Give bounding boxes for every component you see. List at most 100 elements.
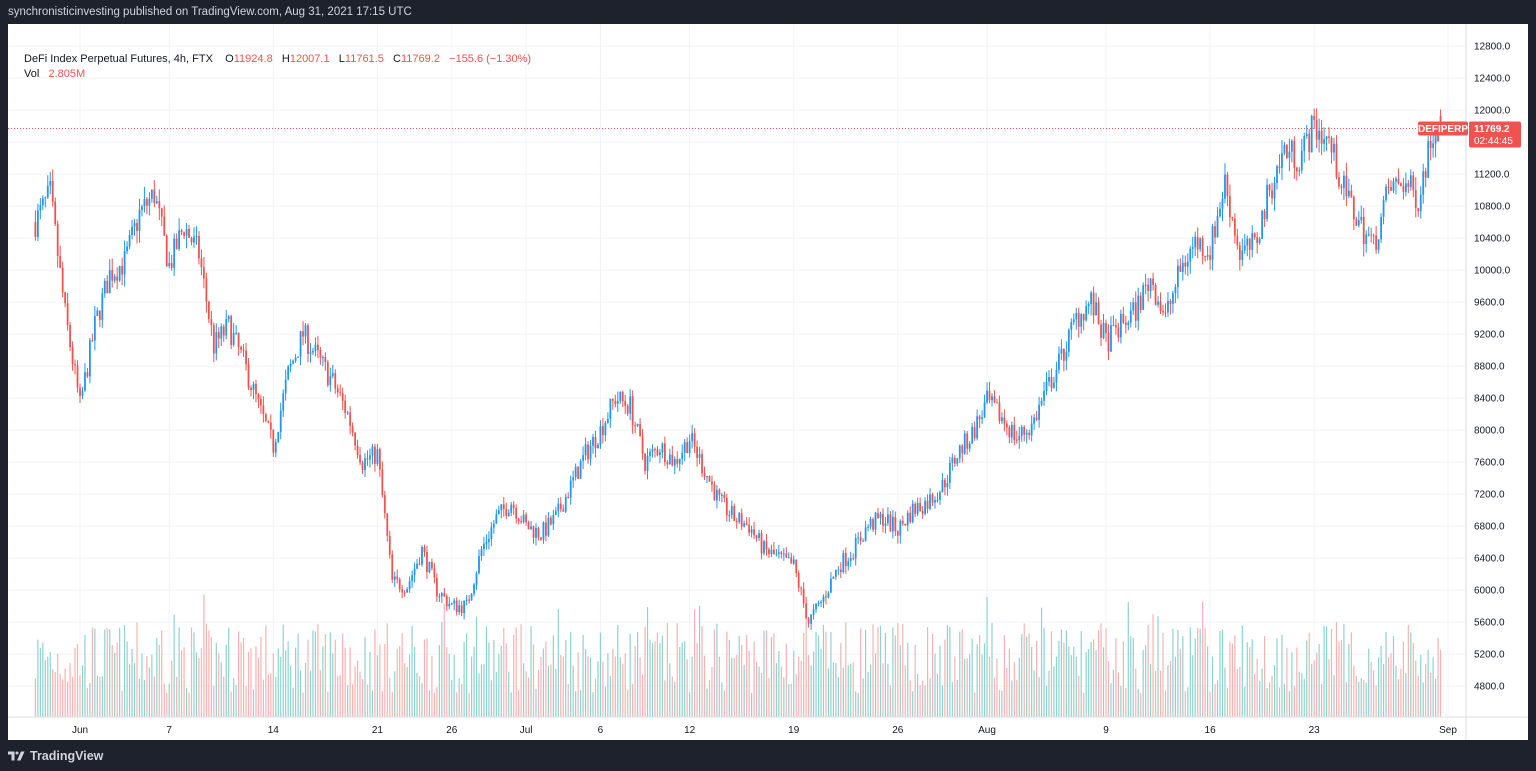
chart-canvas[interactable]: 4800.0 5200.0 5600.0 6000.0 6400.0 6800.0 7200…: [8, 24, 1528, 740]
legend-volume-label[interactable]: Vol: [24, 68, 40, 80]
candle-body: [183, 232, 185, 236]
volume-bar: [964, 659, 966, 717]
volume-bar: [721, 682, 723, 717]
candle-body: [188, 229, 190, 238]
volume-bar: [128, 664, 131, 717]
candle-body: [252, 383, 255, 390]
volume-bar: [1068, 646, 1070, 717]
candle-body: [361, 462, 364, 471]
candle-body: [1060, 349, 1063, 354]
volume-bar: [934, 653, 936, 717]
volume-bar: [654, 641, 656, 717]
volume-bar: [1157, 616, 1159, 717]
volume-bar: [1169, 660, 1172, 717]
volume-bar: [473, 646, 475, 717]
volume-bar: [428, 690, 431, 717]
volume-bar: [262, 679, 264, 717]
volume-bar: [1370, 661, 1372, 717]
volume-bar: [399, 646, 401, 717]
volume-bar: [418, 676, 421, 717]
volume-bar: [185, 687, 188, 717]
candle-body: [849, 558, 852, 561]
time-axis[interactable]: Jun 7 14 21 26 Jul 6 12 19 26 Aug 9 16 23 Sep: [72, 725, 1457, 736]
volume-bar: [1080, 630, 1082, 717]
volume-bar: [582, 634, 584, 717]
candle-body: [671, 454, 674, 466]
candle-body: [1028, 432, 1031, 436]
volume-bar: [1100, 623, 1102, 717]
volume-bar: [1226, 687, 1229, 717]
candle-body: [381, 469, 384, 496]
volume-bar: [287, 641, 289, 717]
candle-body: [1035, 417, 1038, 420]
candle-body: [1134, 302, 1137, 321]
candle-body: [443, 593, 446, 597]
volume-bar: [1417, 675, 1419, 717]
candle-body: [302, 331, 304, 337]
volume-bar: [1313, 660, 1315, 717]
volume-bar: [624, 653, 626, 717]
candle-body: [1412, 175, 1415, 191]
candle-body: [1283, 145, 1286, 154]
volume-bar: [726, 631, 728, 717]
chart-frame[interactable]: 4800.0 5200.0 5600.0 6000.0 6400.0 6800.0 7200…: [8, 24, 1528, 740]
candle-body: [131, 226, 133, 235]
candle-body: [1387, 186, 1390, 188]
candle-body: [844, 553, 847, 567]
candle-body: [39, 205, 42, 211]
price-tick-label: 4800.0: [1474, 682, 1505, 693]
candle-body: [1209, 255, 1211, 260]
volume-bar: [1365, 682, 1367, 717]
volume-bar: [1293, 686, 1295, 717]
volume-bar: [121, 690, 123, 717]
candle-body: [1080, 314, 1083, 327]
volume-bar: [1400, 668, 1402, 717]
candle-body: [225, 318, 228, 336]
candle-body: [160, 208, 163, 217]
volume-bar: [708, 680, 711, 717]
candle-body: [440, 593, 443, 597]
candle-body: [366, 458, 369, 460]
volume-bar: [728, 640, 730, 717]
volume-bar: [1241, 625, 1243, 717]
volume-bar: [515, 627, 517, 717]
candle-body: [190, 237, 193, 243]
candle-body: [1162, 310, 1164, 313]
price-tick-label: 12800.0: [1474, 42, 1511, 53]
candle-body: [351, 425, 354, 433]
volume-bar: [148, 667, 150, 717]
legend-close-value: 11769.2: [401, 53, 440, 65]
candle-body: [1372, 235, 1375, 237]
volume-bar: [168, 683, 170, 717]
volume-bar: [580, 690, 582, 717]
candle-body: [916, 502, 919, 514]
candle-body: [525, 514, 527, 523]
volume-bar: [302, 692, 304, 717]
candle-body: [497, 510, 500, 515]
tradingview-brand[interactable]: TradingView: [8, 747, 103, 765]
volume-bar: [998, 690, 1001, 717]
candle-body: [1204, 256, 1207, 258]
candle-body: [708, 476, 711, 482]
candle-body: [629, 396, 632, 414]
candle-body: [463, 600, 466, 614]
volume-bar: [89, 682, 91, 717]
candle-body: [636, 423, 639, 426]
volume-bar: [223, 676, 225, 717]
candle-body: [321, 357, 324, 359]
candle-body: [336, 388, 339, 393]
volume-bar: [577, 652, 579, 717]
volume-bar: [676, 623, 678, 717]
volume-bar: [143, 679, 146, 717]
volume-bar: [1184, 691, 1186, 717]
candle-body: [76, 365, 79, 388]
candle-body: [879, 514, 882, 519]
volume-bar: [604, 686, 606, 717]
candle-body: [1419, 194, 1422, 212]
price-axis[interactable]: 4800.0 5200.0 5600.0 6000.0 6400.0 6800.0 7200…: [1474, 42, 1511, 693]
candle-body: [242, 349, 245, 351]
candle-body: [510, 504, 513, 513]
candle-body: [644, 453, 646, 471]
volume-bars: [34, 594, 1442, 717]
legend-symbol[interactable]: DeFi Index Perpetual Futures, 4h, FTX: [24, 53, 213, 65]
